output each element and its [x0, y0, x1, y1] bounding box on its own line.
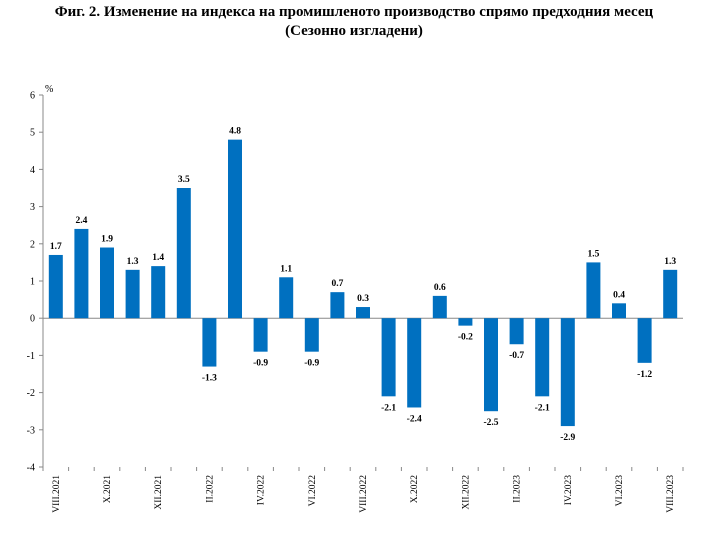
- data-label: 1.4: [152, 253, 164, 263]
- data-label: 2.4: [75, 216, 87, 226]
- bar-VII.2022: [330, 292, 345, 319]
- bar-XI.2021: [125, 269, 140, 319]
- y-tick-label: -3: [27, 425, 35, 436]
- x-tick-label: IV.2022: [257, 475, 267, 505]
- data-label: -2.5: [483, 418, 498, 428]
- data-label: 1.9: [101, 235, 113, 245]
- data-label: 0.6: [434, 283, 446, 293]
- y-tick-label: 6: [30, 91, 35, 102]
- y-tick-label: 2: [30, 239, 35, 250]
- bar-V.2022: [279, 277, 294, 319]
- chart-subtitle: (Сезонно изгладени): [285, 23, 423, 39]
- y-tick-label: -2: [27, 388, 35, 399]
- bar-VIII.2023: [663, 269, 678, 319]
- bar-X.2022: [407, 318, 422, 408]
- y-tick-label: 3: [30, 202, 35, 213]
- x-tick-label: VI.2022: [308, 475, 318, 507]
- data-label: -2.4: [407, 414, 422, 424]
- y-tick-label: -1: [27, 351, 35, 362]
- bar-III.2023: [535, 318, 550, 397]
- bar-II.2023: [509, 318, 524, 345]
- y-tick-label: 0: [30, 314, 35, 325]
- x-tick-label: VI.2023: [615, 475, 625, 507]
- bar-VI.2023: [612, 303, 626, 319]
- data-label: -0.7: [509, 351, 524, 361]
- bar-III.2022: [228, 139, 242, 319]
- chart-title: Фиг. 2. Изменение на индекса на промишле…: [54, 4, 654, 20]
- data-label: 1.5: [587, 249, 599, 259]
- data-label: 1.3: [127, 257, 139, 267]
- bar-V.2023: [586, 262, 601, 319]
- bar-VIII.2022: [356, 307, 370, 319]
- bar-IX.2022: [381, 318, 396, 397]
- bar-II.2022: [202, 318, 217, 367]
- data-label: -2.1: [535, 403, 550, 413]
- x-tick-label: X.2022: [410, 475, 420, 503]
- bar-I.2022: [176, 188, 191, 319]
- data-label: -0.2: [458, 333, 473, 343]
- data-label: -0.9: [253, 359, 268, 369]
- x-tick-label: VIII.2021: [52, 475, 62, 513]
- x-tick-label: X.2021: [103, 475, 113, 503]
- bar-XII.2022: [458, 318, 473, 326]
- data-label: 0.4: [613, 290, 625, 300]
- bar-IV.2022: [253, 318, 268, 352]
- y-axis-unit-label: %: [45, 84, 53, 95]
- data-label: -1.3: [202, 374, 217, 384]
- data-label: 1.7: [50, 242, 62, 252]
- data-label: 3.5: [178, 175, 190, 185]
- x-tick-label: II.2022: [205, 475, 215, 503]
- x-tick-label: VIII.2023: [666, 475, 676, 513]
- bar-VI.2022: [304, 318, 319, 352]
- data-label: 0.7: [331, 279, 343, 289]
- y-tick-label: 1: [30, 277, 35, 288]
- x-tick-label: XII.2021: [154, 475, 164, 510]
- bar-XI.2022: [432, 295, 447, 319]
- bar-I.2023: [484, 318, 498, 412]
- bar-VIII.2021: [48, 254, 63, 319]
- bar-VII.2023: [637, 318, 652, 363]
- bar-X.2021: [100, 247, 114, 319]
- y-tick-label: 5: [30, 128, 35, 139]
- data-label: 1.1: [280, 264, 292, 274]
- y-tick-label: 4: [30, 165, 35, 176]
- data-label: -2.1: [381, 403, 396, 413]
- x-tick-label: XII.2022: [461, 475, 471, 510]
- data-label: -0.9: [304, 359, 319, 369]
- bar-IX.2021: [74, 228, 89, 319]
- bar-XII.2021: [151, 266, 166, 319]
- x-tick-label: IV.2023: [564, 475, 574, 505]
- data-label: -1.2: [637, 370, 652, 380]
- data-label: -2.9: [560, 433, 575, 443]
- data-label: 4.8: [229, 127, 241, 137]
- data-label: 0.3: [357, 294, 369, 304]
- x-tick-label: II.2023: [513, 475, 523, 503]
- x-tick-label: VIII.2022: [359, 475, 369, 513]
- y-tick-label: -4: [27, 463, 35, 474]
- bar-IV.2023: [560, 318, 575, 427]
- data-label: 1.3: [664, 257, 676, 267]
